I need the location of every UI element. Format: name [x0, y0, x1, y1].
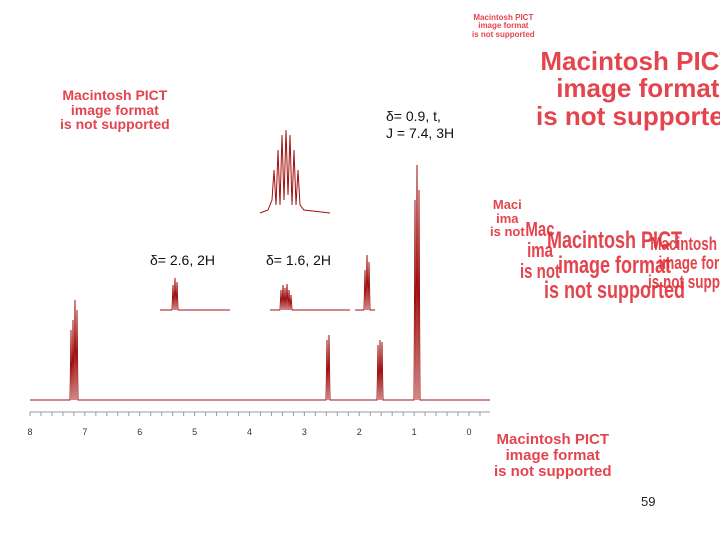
axis-label: 1 — [412, 427, 417, 437]
placeholder-line: image format — [557, 252, 672, 280]
placeholder-line: Macintosh PICT — [540, 46, 720, 76]
inset-trace — [160, 277, 230, 311]
placeholder-line: Mac — [525, 219, 555, 241]
placeholder-line: is not supported — [60, 116, 170, 133]
placeholder-line: image format — [70, 101, 159, 118]
axis-label: 5 — [192, 427, 197, 437]
axis-label: 7 — [82, 427, 87, 437]
placeholder-line: is not supported — [648, 271, 720, 292]
placeholder-line: is not supported — [536, 100, 720, 131]
inset-trace — [355, 254, 375, 311]
inset-trace — [270, 283, 350, 311]
placeholder-line: Macintosh PICT — [546, 227, 682, 254]
placeholder-line: is not — [520, 261, 561, 283]
spectrum-trace — [30, 164, 490, 401]
page-number: 59 — [641, 494, 656, 509]
image-placeholder: Maci ima is not — [490, 198, 525, 239]
annotation-line: δ= 0.9, t, — [386, 108, 441, 124]
placeholder-line: Macintosh PICT — [473, 13, 534, 22]
axis-label: 0 — [466, 427, 471, 437]
inset-trace — [259, 129, 331, 214]
annotation: δ= 1.6, 2H — [266, 252, 331, 268]
placeholder-line: ima — [527, 240, 553, 262]
placeholder-line: Macintosh PICT — [62, 87, 168, 103]
axis-label: 8 — [27, 427, 32, 437]
placeholder-line: Macintosh PICT — [496, 431, 609, 448]
image-placeholder: Mac ima is not — [520, 220, 560, 283]
placeholder-line: is not supported — [472, 29, 535, 39]
axis-label: 4 — [247, 427, 252, 437]
placeholder-line: image format — [505, 446, 600, 464]
placeholder-line: image format — [658, 252, 720, 273]
placeholder-line: Macintosh PICT — [650, 234, 720, 254]
placeholder-line: ima — [496, 210, 519, 226]
annotation-line: J = 7.4, 3H — [386, 124, 455, 141]
placeholder-line: image format — [478, 21, 529, 31]
axis-label: 3 — [302, 427, 307, 437]
placeholder-line: Maci — [492, 197, 522, 212]
placeholder-line: image format — [556, 73, 720, 104]
axis-label: 2 — [357, 427, 362, 437]
placeholder-line: is not supported — [494, 462, 612, 480]
placeholder-line: is not — [490, 224, 525, 240]
annotation: δ= 2.6, 2H — [150, 252, 215, 268]
placeholder-line: is not supported — [544, 277, 685, 305]
axis-label: 6 — [137, 427, 142, 437]
annotation: δ= 0.9, t, J = 7.4, 3H — [386, 108, 454, 142]
